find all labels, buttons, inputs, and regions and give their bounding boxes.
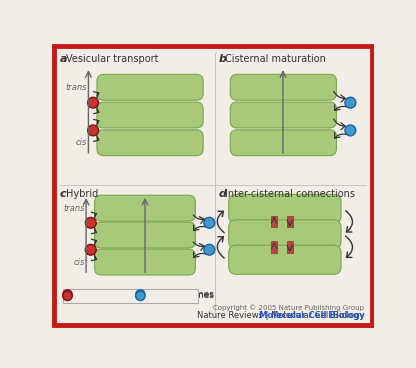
Circle shape	[88, 97, 99, 108]
Bar	[287, 241, 292, 253]
Text: Hybrid: Hybrid	[66, 189, 98, 199]
Circle shape	[345, 125, 356, 136]
Circle shape	[85, 244, 96, 255]
Text: Vesicular transport: Vesicular transport	[66, 54, 158, 64]
Text: Golgi enzymes: Golgi enzymes	[146, 290, 213, 299]
FancyBboxPatch shape	[229, 220, 341, 249]
Text: Copyright © 2005 Nature Publishing Group: Copyright © 2005 Nature Publishing Group	[213, 304, 364, 311]
Text: Molecular Cell Biology: Molecular Cell Biology	[193, 311, 364, 320]
Circle shape	[345, 97, 356, 108]
FancyBboxPatch shape	[230, 130, 337, 156]
Text: cis: cis	[75, 138, 87, 147]
FancyBboxPatch shape	[97, 102, 203, 128]
FancyBboxPatch shape	[230, 74, 337, 100]
FancyBboxPatch shape	[97, 74, 203, 100]
Bar	[271, 241, 277, 253]
Circle shape	[204, 244, 215, 255]
Text: c: c	[60, 189, 67, 199]
Text: d: d	[219, 189, 227, 199]
Text: Anterograde cargo: Anterograde cargo	[74, 290, 158, 299]
Text: Inter-cisternal connections: Inter-cisternal connections	[225, 189, 355, 199]
Text: Golgi enzymes: Golgi enzymes	[146, 291, 213, 300]
Bar	[271, 216, 277, 227]
Text: cis: cis	[73, 258, 84, 266]
Circle shape	[88, 125, 99, 136]
FancyBboxPatch shape	[230, 102, 337, 128]
Bar	[287, 216, 292, 227]
Text: Anterograde cargo: Anterograde cargo	[74, 291, 158, 300]
FancyBboxPatch shape	[97, 130, 203, 156]
Circle shape	[204, 217, 215, 228]
Text: trans: trans	[65, 83, 87, 92]
Text: Cisternal maturation: Cisternal maturation	[225, 54, 326, 64]
Circle shape	[85, 217, 96, 228]
Text: a: a	[60, 54, 67, 64]
Circle shape	[63, 291, 72, 301]
Circle shape	[136, 290, 145, 299]
FancyBboxPatch shape	[94, 222, 196, 248]
Text: trans: trans	[63, 204, 84, 213]
Circle shape	[136, 291, 145, 301]
FancyBboxPatch shape	[94, 195, 196, 221]
FancyBboxPatch shape	[63, 289, 198, 303]
FancyBboxPatch shape	[94, 249, 196, 275]
FancyBboxPatch shape	[229, 194, 341, 223]
FancyBboxPatch shape	[229, 245, 341, 274]
Circle shape	[63, 290, 72, 299]
Text: b: b	[219, 54, 227, 64]
Text: Nature Reviews | Molecular Cell Biology: Nature Reviews | Molecular Cell Biology	[197, 311, 364, 320]
